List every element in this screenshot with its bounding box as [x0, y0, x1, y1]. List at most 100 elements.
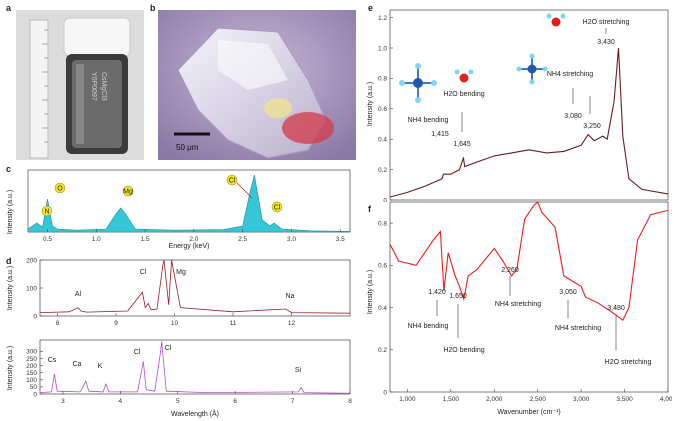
nh4-stretching-icon [516, 53, 548, 85]
h2o-stretching-icon [546, 13, 566, 27]
x-tick-label: 1.0 [92, 236, 101, 243]
y-tick-label: 0.4 [378, 305, 387, 312]
panel-letter-a: a [6, 3, 12, 13]
y-tick-label: 200 [26, 257, 37, 264]
c-spectrum [27, 174, 351, 233]
xrf-chart-top: Intensity (a.u.) 8 9 10 11 12 0 100 200 Al Cl M… [7, 257, 351, 327]
d-bottom-peak-cl-2: Cl [165, 345, 172, 352]
y-tick-label: 100 [26, 377, 37, 384]
d-top-spectrum [39, 259, 351, 314]
vial-label-1: CsMgCl3 [100, 72, 107, 101]
f-peak-1420: 1,420 [428, 289, 446, 296]
ir-chart-e: Intensity (a.u.) 0 0.2 0.4 0.6 0.8 1.0 1.2 NH4… [367, 9, 669, 202]
e-ylabel: Intensity (a.u.) [367, 82, 374, 126]
f-nh4-stretching-label-1: NH4 stretching [495, 301, 541, 308]
d-xlabel: Wavelength (Å) [171, 409, 219, 418]
d-top-peak-cl: Cl [140, 269, 147, 276]
y-tick-label: 1.2 [378, 15, 387, 22]
peak-label-n: N [44, 209, 49, 216]
d-top-peak-na: Na [286, 293, 295, 300]
x-tick-label: 9 [114, 320, 118, 327]
d-top-peak-al: Al [75, 291, 82, 298]
x-tick-label: 4 [119, 398, 123, 405]
peak-marker-o [54, 182, 66, 194]
x-tick-label: 2.5 [238, 236, 247, 243]
d-bottom-peak-k: K [98, 363, 103, 370]
panel-letter-f: f [368, 204, 371, 214]
c-xlabel: Energy (keV) [169, 243, 210, 250]
peak-marker-cl-1 [226, 174, 238, 186]
scale-bar-label: 50 μm [176, 143, 199, 152]
eds-chart: Intensity (a.u.) 0.5 1.0 1.5 2.0 2.5 3.0 3.5 E… [7, 169, 351, 250]
c-ylabel: Intensity (a.u.) [7, 190, 14, 234]
d-top-ylabel: Intensity (a.u.) [7, 266, 14, 310]
peak-marker-mg [122, 185, 134, 197]
vial-illustration: CsMgCl3 Y0P0097 [16, 10, 144, 160]
y-tick-label: 0.6 [378, 263, 387, 270]
panel-letter-e: e [368, 3, 374, 13]
y-tick-label: 250 [26, 356, 37, 363]
h2o-bending-icon [454, 69, 474, 83]
d-bottom-peak-cs: Cs [48, 357, 57, 364]
f-ylabel: Intensity (a.u.) [367, 270, 374, 314]
peak-marker-n [41, 205, 53, 217]
y-tick-label: 0.8 [378, 76, 387, 83]
x-tick-label: 2.0 [189, 236, 198, 243]
panel-letter-d: d [6, 256, 12, 266]
f-xlabel: Wavenumber (cm⁻¹) [497, 409, 560, 416]
y-tick-label: 100 [26, 285, 37, 292]
x-tick-label: 1,000 [399, 396, 416, 403]
xrf-chart-bottom: Intensity (a.u.) 3 4 5 6 7 8 05010015020025030… [7, 339, 352, 418]
panel-letter-c: c [6, 164, 12, 174]
x-tick-label: 1,500 [443, 396, 460, 403]
x-tick-label: 8 [348, 398, 352, 405]
nh4-molecule-icon [399, 63, 437, 103]
peak-label-mg: Mg [123, 189, 133, 196]
e-h2o-bending-label: H2O bending [443, 91, 484, 98]
cl-arrow [236, 182, 253, 199]
y-tick-label: 50 [30, 384, 38, 391]
vial-photo: CsMgCl3 Y0P0097 [16, 10, 144, 160]
e-peak-3430: 3,430 [597, 39, 615, 46]
peak-label-o: O [57, 186, 63, 193]
x-tick-label: 3.5 [336, 236, 345, 243]
e-spectrum [389, 47, 669, 198]
x-tick-label: 0.5 [43, 236, 52, 243]
d-top-peak-mg: Mg [176, 269, 186, 276]
f-nh4-bending-label: NH4 bending [408, 323, 449, 330]
x-tick-label: 5 [176, 398, 180, 405]
panel-letter-b: b [150, 3, 156, 13]
x-tick-label: 1.5 [141, 236, 150, 243]
x-tick-label: 7 [291, 398, 295, 405]
d-bottom-ylabel: Intensity (a.u.) [7, 346, 14, 390]
f-spectrum [389, 201, 669, 322]
x-tick-label: 3 [61, 398, 65, 405]
f-peak-2260: 2,260 [501, 267, 519, 274]
x-tick-label: 10 [171, 320, 179, 327]
y-tick-label: 200 [26, 363, 37, 370]
f-peak-3480: 3,480 [607, 305, 625, 312]
x-tick-label: 12 [288, 320, 296, 327]
x-tick-label: 6 [233, 398, 237, 405]
x-tick-label: 2,500 [530, 396, 547, 403]
y-tick-label: 0.2 [378, 347, 387, 354]
f-peak-1650: 1,650 [449, 293, 467, 300]
y-tick-label: 0.6 [378, 106, 387, 113]
d-bottom-peak-cl-1: Cl [134, 349, 141, 356]
d-bottom-peak-ca: Ca [73, 361, 82, 368]
x-tick-label: 4,000 [660, 396, 672, 403]
x-tick-label: 3,000 [573, 396, 590, 403]
e-nh4-stretching-label: NH4 stretching [547, 71, 593, 78]
x-tick-label: 2,000 [486, 396, 503, 403]
y-tick-label: 300 [26, 349, 37, 356]
y-tick-label: 1.0 [378, 45, 387, 52]
y-tick-label: 0 [383, 197, 387, 202]
ir-chart-f: Intensity (a.u.) 1,000 1,500 2,000 2,500 3,0… [367, 201, 672, 416]
y-tick-label: 0.4 [378, 137, 387, 144]
y-tick-label: 0 [33, 313, 37, 320]
vial-label-2: Y0P0097 [90, 72, 97, 101]
e-h2o-stretching-label: H2O stretching [583, 19, 630, 26]
peak-label-cl-2: Cl [274, 205, 281, 212]
x-tick-label: 3.0 [287, 236, 296, 243]
f-h2o-stretching-label: H2O stretching [605, 359, 652, 366]
